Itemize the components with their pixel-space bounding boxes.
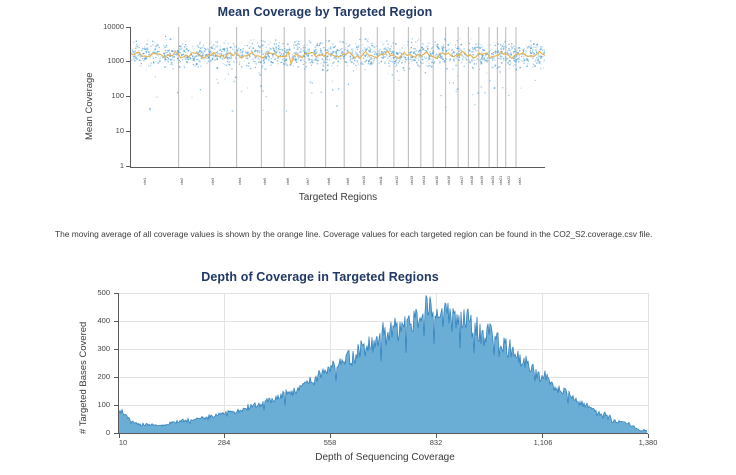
xtick-mark [224, 434, 225, 438]
gridline-vertical [648, 293, 649, 433]
ytick-label: 0 [105, 428, 110, 437]
ytick-mark [126, 131, 130, 132]
ytick-mark [114, 349, 118, 350]
xtick-mark [119, 434, 120, 438]
xtick-label-chromosome: chr20 [489, 175, 495, 185]
xtick-label-chromosome: chr4 [237, 178, 243, 185]
yaxis-spine [118, 293, 120, 433]
chart-title-mean-coverage: Mean Coverage by Targeted Region [217, 5, 433, 19]
xtick-label-chromosome: chr21 [497, 175, 503, 185]
xtick-mark [436, 434, 437, 438]
ytick-label: 10000 [103, 22, 124, 31]
ytick-label: 1 [119, 161, 124, 170]
ytick-label: 100 [111, 91, 124, 100]
ytick-mark [114, 405, 118, 406]
plot-area-mean-coverage: Mean Coverage 10000 1000 100 10 1 [0, 0, 736, 215]
xtick-label-chromosome: chr7 [305, 178, 311, 185]
xtick-label-chromosome: chr11 [377, 176, 383, 185]
ytick-label: 400 [97, 316, 110, 325]
yaxis-spine [130, 27, 132, 167]
xtick-label-chromosome: chr1 [141, 178, 147, 185]
ytick-mark [126, 61, 130, 62]
ytick-mark [126, 27, 130, 28]
gridline-horizontal [118, 321, 648, 322]
xtick-label: 284 [217, 438, 231, 447]
xtick-mark [648, 434, 649, 438]
ytick-label: 300 [97, 344, 110, 353]
xtick-label-chromosome: chr5 [261, 178, 267, 185]
ytick-label: 1000 [107, 56, 124, 65]
gridline-vertical [542, 293, 543, 433]
ytick-mark [114, 321, 118, 322]
gridline-vertical [330, 293, 331, 433]
xtick-mark [330, 434, 331, 438]
ytick-label: 500 [97, 288, 110, 297]
xtick-label-chromosome: chr19 [479, 175, 485, 185]
xtick-label-chromosome: chr6 [284, 178, 290, 185]
ytick-mark [114, 377, 118, 378]
xtick-label-chromosome: chr16 [446, 175, 452, 185]
xaxis-label-mean-coverage: Targeted Regions [298, 192, 378, 203]
xtick-label: 10 [118, 438, 128, 447]
xtick-label-chromosome: chr14 [421, 175, 427, 185]
xtick-label: 1,380 [638, 438, 658, 447]
xaxis-label-depth-of-coverage: Depth of Sequencing Coverage [315, 452, 455, 463]
ytick-label: 100 [97, 400, 110, 409]
ytick-label: 10 [115, 126, 124, 135]
histogram-canvas-depth-of-coverage [119, 295, 648, 433]
xtick-label: 832 [429, 438, 443, 447]
xtick-label-chromosome: chr10 [361, 175, 367, 185]
xaxis-tick-labels-group: chr1 chr2 chr3 chr4 chr5 chr6 chr7 chr8 chr9 chr1… [131, 169, 545, 193]
chart-title-depth-of-coverage: Depth of Coverage in Targeted Regions [201, 270, 439, 284]
yaxis-label-mean-coverage: Mean Coverage [84, 72, 95, 140]
xtick-label-chromosome: chr22 [506, 175, 512, 185]
xtick-label-chromosome: chr13 [408, 175, 414, 185]
ytick-mark [126, 96, 130, 97]
xtick-label-chromosome: chr2 [179, 178, 185, 185]
xtick-label: 558 [323, 438, 337, 447]
xaxis-spine [118, 433, 648, 435]
xtick-label-chromosome: chr17 [458, 175, 464, 185]
xtick-label-chromosome: chr3 [210, 178, 216, 185]
ytick-label: 200 [97, 372, 110, 381]
scatter-canvas-mean-coverage [131, 27, 545, 167]
xtick-label-chromosome: chr18 [468, 175, 474, 185]
gridline-vertical [224, 293, 225, 433]
xtick-mark [542, 434, 543, 438]
plot-area-depth-of-coverage: # Targeted Bases Covered 500 400 300 200… [0, 258, 736, 475]
xtick-label-chromosome: chr12 [394, 175, 400, 185]
xtick-label-chromosome: chr15 [433, 175, 439, 185]
xtick-label-chromosome: chr9 [344, 178, 350, 185]
xtick-label: 1,106 [533, 438, 553, 447]
chart-depth-of-coverage: Depth of Coverage in Targeted Regions # … [0, 258, 736, 475]
xtick-label-chromosome: chr8 [326, 178, 332, 185]
ytick-mark [126, 166, 130, 167]
xaxis-spine [130, 167, 545, 169]
gridline-horizontal [118, 293, 648, 294]
ytick-mark [114, 293, 118, 294]
chart-mean-coverage: Mean Coverage by Targeted Region Mean Co… [0, 0, 736, 215]
report-caption: The moving average of all coverage value… [55, 229, 653, 239]
ytick-mark [114, 433, 118, 434]
xtick-label-chromosome: chrX [516, 177, 522, 185]
